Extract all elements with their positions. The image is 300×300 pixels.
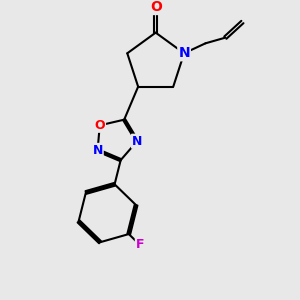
Text: N: N [178, 46, 190, 60]
Text: N: N [132, 135, 142, 148]
Text: O: O [150, 0, 162, 14]
Text: F: F [136, 238, 144, 251]
Text: N: N [92, 144, 103, 157]
Text: O: O [94, 119, 105, 132]
